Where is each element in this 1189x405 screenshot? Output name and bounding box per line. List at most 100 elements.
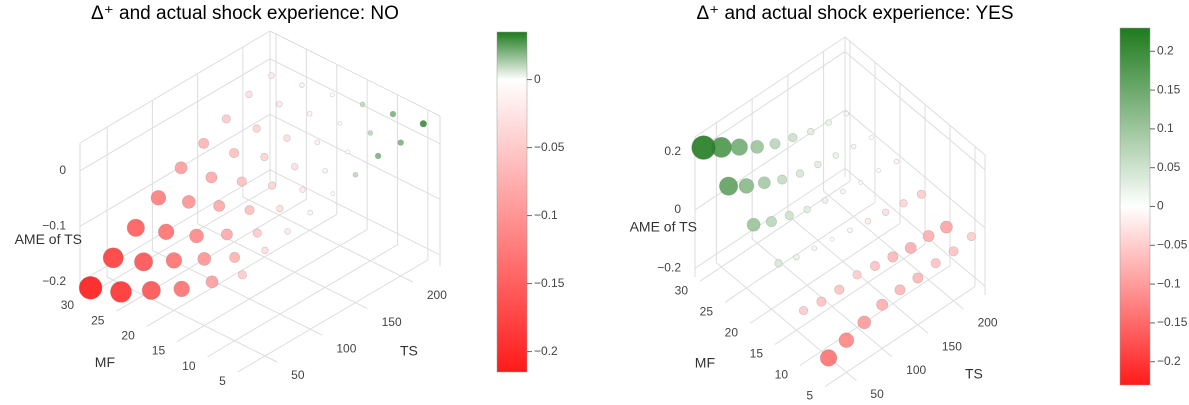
- z-tick-label: −0.2: [657, 260, 681, 274]
- grid-line: [85, 183, 277, 297]
- point: [389, 110, 397, 118]
- grid-line: [694, 109, 846, 211]
- point: [291, 162, 299, 171]
- y-tick-label: 15: [152, 344, 166, 358]
- point: [110, 280, 132, 303]
- point: [922, 230, 935, 242]
- point: [252, 228, 262, 238]
- point: [267, 181, 277, 190]
- y-tick-label: 10: [182, 359, 196, 373]
- point: [174, 161, 188, 175]
- point: [904, 241, 917, 254]
- y-tick-label: 25: [91, 313, 105, 327]
- point: [134, 252, 154, 272]
- y-tick-label: 10: [775, 368, 789, 382]
- point: [814, 160, 822, 169]
- colorbar-tick-label: −0.2: [1157, 354, 1181, 368]
- point: [757, 176, 771, 190]
- colorbar-tick-label: −0.2: [534, 344, 558, 358]
- point: [777, 174, 788, 185]
- point: [205, 275, 219, 289]
- point: [173, 280, 190, 298]
- x-axis-title: TS: [400, 343, 418, 359]
- grid-line: [79, 113, 271, 227]
- point: [260, 152, 269, 162]
- grid-line: [724, 201, 876, 303]
- point: [299, 186, 306, 193]
- grid-line: [824, 286, 976, 387]
- grid-line: [269, 58, 441, 145]
- point: [843, 110, 850, 117]
- colorbar-tick-label: −0.05: [534, 140, 565, 154]
- point: [730, 138, 748, 156]
- point: [244, 204, 255, 216]
- x-tick-label: 150: [942, 339, 962, 353]
- z-tick-label: −0.2: [42, 274, 66, 288]
- y-tick-label: 30: [61, 298, 75, 312]
- point: [840, 188, 846, 195]
- grid-line: [207, 244, 398, 358]
- point: [150, 190, 167, 206]
- point: [78, 276, 103, 300]
- point: [157, 223, 175, 241]
- point: [811, 245, 818, 252]
- point: [276, 204, 284, 213]
- y-tick-label: 25: [700, 304, 714, 318]
- colorbar-tick-label: 0: [534, 72, 541, 86]
- point: [337, 120, 343, 126]
- point: [329, 92, 335, 98]
- grid-line: [844, 51, 986, 170]
- x-tick-label: 150: [382, 315, 402, 329]
- point: [798, 306, 809, 316]
- colorbar-tick-label: 0.2: [1157, 43, 1174, 57]
- point: [198, 137, 210, 149]
- point: [876, 168, 881, 173]
- point: [165, 252, 183, 269]
- point: [330, 191, 336, 197]
- colorbar-tick-label: −0.15: [1157, 315, 1188, 329]
- point: [864, 218, 872, 225]
- grid-line: [242, 196, 414, 283]
- point: [765, 216, 777, 228]
- grid-line: [694, 51, 846, 152]
- point: [793, 253, 800, 261]
- point: [228, 147, 240, 159]
- colorbar-tick-label: 0.1: [1157, 121, 1174, 135]
- point: [832, 152, 839, 159]
- point: [803, 205, 811, 214]
- point: [876, 298, 889, 311]
- z-tick-label: −0.1: [42, 219, 66, 233]
- point: [788, 133, 798, 143]
- point: [882, 208, 890, 216]
- grid-line: [79, 58, 271, 172]
- point: [887, 251, 899, 263]
- grid-line: [799, 265, 951, 366]
- z-axis-title: AME of TS: [630, 219, 697, 235]
- point: [220, 228, 233, 241]
- point: [912, 272, 924, 284]
- point: [284, 228, 291, 235]
- box-edge: [694, 36, 846, 138]
- point: [181, 195, 196, 209]
- y-tick-label: 5: [806, 389, 813, 403]
- point: [419, 120, 428, 128]
- point: [352, 172, 359, 178]
- point: [283, 134, 291, 142]
- point: [948, 246, 959, 257]
- y-axis-title: MF: [695, 355, 715, 371]
- y-tick-label: 20: [121, 329, 135, 343]
- x-axis-title: TS: [965, 366, 983, 382]
- point: [795, 169, 805, 178]
- point: [894, 284, 906, 296]
- point: [197, 252, 212, 266]
- y-tick-label: 15: [750, 347, 764, 361]
- chart-title: Δ⁺ and actual shock experience: NO: [91, 3, 399, 24]
- point: [829, 236, 835, 242]
- point: [838, 332, 855, 348]
- point: [306, 110, 313, 117]
- point: [746, 217, 761, 232]
- point: [869, 260, 881, 271]
- grid-line: [106, 276, 278, 363]
- z-tick-label: 0: [674, 202, 681, 216]
- grid-line: [176, 229, 368, 343]
